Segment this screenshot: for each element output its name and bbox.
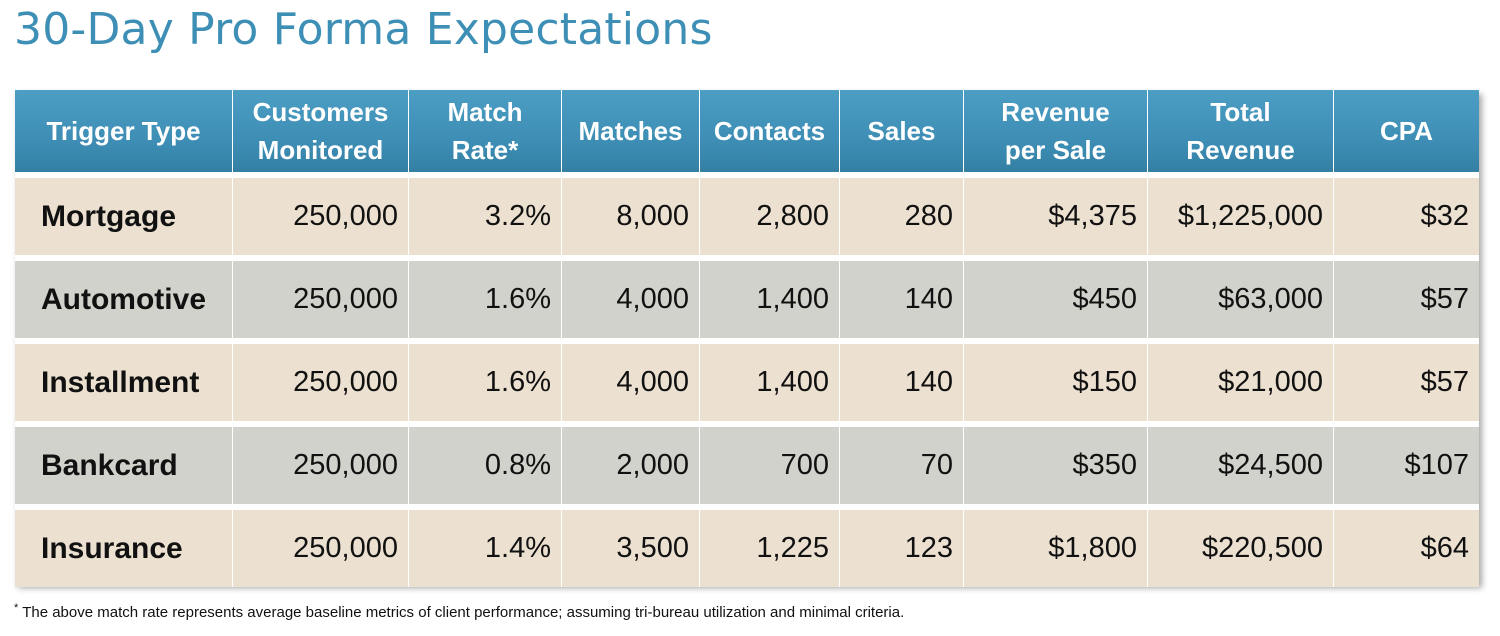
- cell-cpa: $64: [1334, 510, 1479, 587]
- cell-cpa: $57: [1334, 344, 1479, 427]
- row-label: Mortgage: [15, 178, 233, 261]
- footnote-text: The above match rate represents average …: [22, 604, 905, 621]
- header-label: per Sale: [1004, 135, 1107, 165]
- row-label: Bankcard: [15, 427, 233, 510]
- cell-revenue-per-sale: $1,800: [964, 510, 1148, 587]
- cell-match-rate: 0.8%: [409, 427, 562, 510]
- page-title: 30-Day Pro Forma Expectations: [14, 4, 713, 55]
- cell-match-rate: 1.6%: [409, 344, 562, 427]
- cell-revenue-per-sale: $350: [964, 427, 1148, 510]
- table-row: Mortgage 250,000 3.2% 8,000 2,800 280 $4,375 $1…: [15, 178, 1479, 261]
- header-row: Trigger Type Customers Monitored Match Rate*…: [15, 90, 1479, 178]
- cell-cpa: $32: [1334, 178, 1479, 261]
- header-contacts: Contacts: [700, 90, 840, 178]
- footnote-marker: *: [14, 602, 19, 614]
- header-match-rate: Match Rate*: [409, 90, 562, 178]
- cell-total-revenue: $220,500: [1148, 510, 1334, 587]
- cell-total-revenue: $1,225,000: [1148, 178, 1334, 261]
- cell-total-revenue: $21,000: [1148, 344, 1334, 427]
- cell-sales: 123: [840, 510, 964, 587]
- header-label: Total: [1210, 97, 1271, 127]
- cell-matches: 4,000: [562, 344, 700, 427]
- header-label: Contacts: [713, 116, 826, 146]
- cell-contacts: 2,800: [700, 178, 840, 261]
- cell-match-rate: 1.4%: [409, 510, 562, 587]
- pro-forma-table: Trigger Type Customers Monitored Match Rate*…: [15, 90, 1479, 587]
- cell-match-rate: 3.2%: [409, 178, 562, 261]
- row-label: Automotive: [15, 261, 233, 344]
- cell-total-revenue: $63,000: [1148, 261, 1334, 344]
- table-row: Bankcard 250,000 0.8% 2,000 700 70 $350 $24,500…: [15, 427, 1479, 510]
- cell-matches: 3,500: [562, 510, 700, 587]
- header-label: Customers: [252, 97, 389, 127]
- header-matches: Matches: [562, 90, 700, 178]
- header-total-revenue: Total Revenue: [1148, 90, 1334, 178]
- cell-matches: 8,000: [562, 178, 700, 261]
- pro-forma-table-container: Trigger Type Customers Monitored Match Rate*…: [15, 90, 1479, 587]
- cell-contacts: 1,400: [700, 261, 840, 344]
- header-label: Match: [447, 97, 523, 127]
- cell-sales: 140: [840, 344, 964, 427]
- table-row: Automotive 250,000 1.6% 4,000 1,400 140 $450 $6…: [15, 261, 1479, 344]
- cell-matches: 4,000: [562, 261, 700, 344]
- header-label: CPA: [1380, 116, 1433, 146]
- cell-customers-monitored: 250,000: [233, 510, 409, 587]
- header-label: Trigger Type: [46, 116, 201, 146]
- header-trigger-type: Trigger Type: [15, 90, 233, 178]
- table-body: Mortgage 250,000 3.2% 8,000 2,800 280 $4,375 $1…: [15, 178, 1479, 587]
- header-label: Monitored: [257, 135, 384, 165]
- cell-customers-monitored: 250,000: [233, 427, 409, 510]
- cell-contacts: 700: [700, 427, 840, 510]
- cell-sales: 140: [840, 261, 964, 344]
- cell-customers-monitored: 250,000: [233, 261, 409, 344]
- cell-match-rate: 1.6%: [409, 261, 562, 344]
- row-label: Insurance: [15, 510, 233, 587]
- cell-sales: 280: [840, 178, 964, 261]
- header-label: Matches: [578, 116, 683, 146]
- cell-cpa: $107: [1334, 427, 1479, 510]
- cell-contacts: 1,225: [700, 510, 840, 587]
- cell-contacts: 1,400: [700, 344, 840, 427]
- header-customers-monitored: Customers Monitored: [233, 90, 409, 178]
- cell-customers-monitored: 250,000: [233, 178, 409, 261]
- cell-sales: 70: [840, 427, 964, 510]
- cell-total-revenue: $24,500: [1148, 427, 1334, 510]
- header-sales: Sales: [840, 90, 964, 178]
- header-label: Sales: [867, 116, 936, 146]
- table-row: Installment 250,000 1.6% 4,000 1,400 140 $150 $…: [15, 344, 1479, 427]
- header-label: Revenue: [1001, 97, 1110, 127]
- cell-revenue-per-sale: $150: [964, 344, 1148, 427]
- cell-revenue-per-sale: $4,375: [964, 178, 1148, 261]
- cell-cpa: $57: [1334, 261, 1479, 344]
- row-label: Installment: [15, 344, 233, 427]
- cell-customers-monitored: 250,000: [233, 344, 409, 427]
- cell-matches: 2,000: [562, 427, 700, 510]
- header-revenue-per-sale: Revenue per Sale: [964, 90, 1148, 178]
- cell-revenue-per-sale: $450: [964, 261, 1148, 344]
- header-label: Rate*: [451, 135, 519, 165]
- header-label: Revenue: [1186, 135, 1295, 165]
- table-row: Insurance 250,000 1.4% 3,500 1,225 123 $1,800 $…: [15, 510, 1479, 587]
- footnote: * The above match rate represents averag…: [14, 602, 904, 621]
- header-cpa: CPA: [1334, 90, 1479, 178]
